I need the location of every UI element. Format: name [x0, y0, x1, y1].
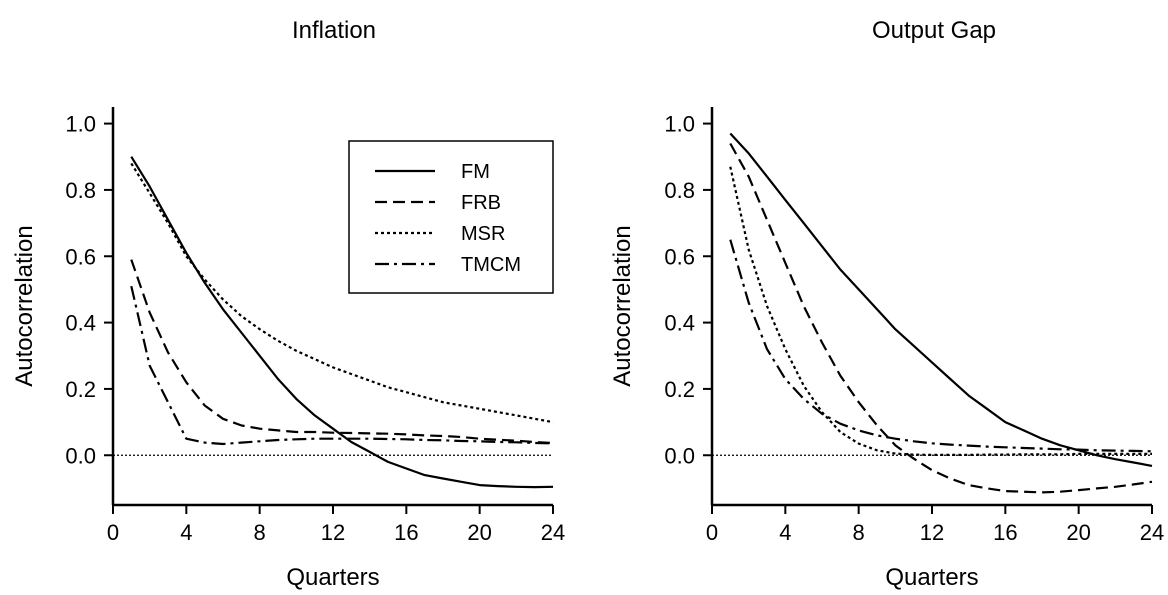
series-line-fm	[130, 156, 554, 489]
x-tick-label: 0	[706, 520, 718, 545]
legend-label: TMCM	[461, 254, 521, 276]
legend-label: FRB	[461, 192, 501, 214]
x-tick-label: 20	[467, 520, 491, 545]
series-line-frb	[130, 259, 554, 445]
x-tick-label: 16	[394, 520, 418, 545]
x-tick-label: 4	[779, 520, 791, 545]
series-line-frb	[729, 142, 1153, 494]
x-tick-label: 8	[853, 520, 865, 545]
series-line-msr	[130, 162, 554, 424]
series-line-fm	[729, 132, 1153, 467]
y-tick-label: 1.0	[65, 112, 96, 137]
x-tick-label: 24	[1140, 520, 1164, 545]
y-tick-label: 1.0	[664, 112, 695, 137]
y-tick-label: 0.2	[664, 377, 695, 402]
series-line-msr	[729, 166, 1152, 456]
x-tick-label: 24	[541, 520, 565, 545]
y-tick-label: 0.4	[664, 311, 695, 336]
x-tick-label: 4	[180, 520, 192, 545]
x-tick-label: 20	[1066, 520, 1090, 545]
series-line-tmcm	[130, 285, 554, 446]
legend-label: FM	[461, 161, 490, 183]
output-gap-panel: Output Gap 0.0 0.2 0.4 0.6 0.8 1.0 0 4 8 12 16 20 24 Q…	[609, 17, 1164, 591]
y-tick-label: 0.8	[65, 178, 96, 203]
y-tick-label: 0.2	[65, 377, 96, 402]
x-tick-label: 12	[920, 520, 944, 545]
y-tick-label: 0.6	[65, 244, 96, 269]
y-tick-label: 0.8	[664, 178, 695, 203]
series-line-tmcm	[729, 239, 1153, 453]
y-axis-label: Autocorrelation	[609, 225, 636, 386]
legend: FM FRB MSR TMCM	[348, 140, 554, 294]
y-tick-label: 0.0	[65, 443, 96, 468]
chart-title: Inflation	[292, 17, 376, 44]
x-tick-label: 16	[993, 520, 1017, 545]
y-tick-label: 0.0	[664, 443, 695, 468]
x-tick-label: 0	[107, 520, 119, 545]
chart-title: Output Gap	[872, 17, 996, 44]
y-axis-label: Autocorrelation	[11, 225, 38, 386]
legend-label: MSR	[461, 223, 505, 245]
x-tick-label: 12	[321, 520, 345, 545]
y-tick-label: 0.4	[65, 311, 96, 336]
inflation-panel: Inflation 0.0 0.2 0.4 0.6 0.8 1.0 0 4 8 12 16 20 24 Qu…	[11, 17, 565, 591]
x-tick-label: 8	[254, 520, 266, 545]
x-axis-label: Quarters	[286, 564, 379, 591]
x-axis-label: Quarters	[885, 564, 978, 591]
y-tick-label: 0.6	[664, 244, 695, 269]
legend-box	[348, 140, 554, 294]
